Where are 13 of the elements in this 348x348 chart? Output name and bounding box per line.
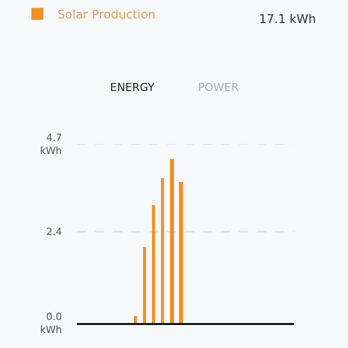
text: ENERGY <box>110 81 155 94</box>
text: POWER <box>198 81 240 94</box>
text: 17.1 kWh <box>259 12 316 26</box>
bar <box>161 178 164 323</box>
bar <box>143 247 146 323</box>
y-tick-label: 4.7 kWh <box>40 133 62 157</box>
bar <box>152 205 155 323</box>
bar <box>134 316 137 323</box>
y-tick-label: 0.0 kWh <box>40 312 62 336</box>
legend-label: Solar Production <box>57 8 156 22</box>
bar <box>170 159 174 323</box>
bar <box>179 182 183 323</box>
y-tick-label: 2.4 <box>46 227 62 238</box>
